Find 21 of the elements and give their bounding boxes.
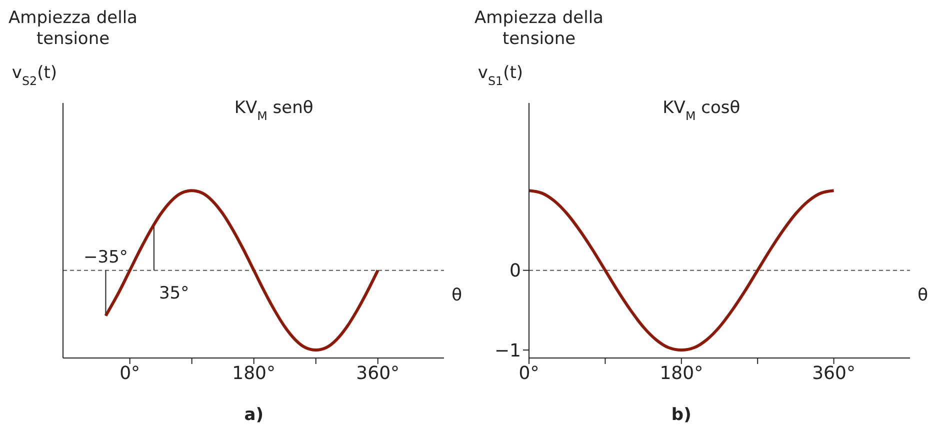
chart-title: Ampiezza della tensione — [474, 8, 604, 50]
y-tick-label: 0 — [510, 260, 521, 282]
line-series — [529, 189, 836, 352]
y-axis-title: v$_{S1}$(t) — [478, 63, 523, 88]
x-tick-label: 360° — [356, 362, 400, 384]
y-tick-label: −1 — [494, 340, 521, 362]
x-tick-label: 0° — [120, 362, 140, 384]
x-tick-label: 360° — [812, 362, 856, 384]
text: b) — [671, 405, 692, 425]
annotation: KV$_{M}$ cosθ — [662, 98, 740, 123]
annotation: −35° — [84, 247, 128, 268]
y-axis-title: v$_{S2}$(t) — [12, 63, 57, 88]
x-axis-title: θ — [918, 285, 928, 306]
x-tick-label: 180° — [232, 362, 276, 384]
text: KV$_{M}$ senθ — [234, 98, 314, 123]
chart-title: Ampiezza della tensione — [8, 8, 138, 50]
x-axis-title: θ — [452, 285, 462, 306]
x-tick-label: 0° — [518, 362, 540, 384]
x-tick-label: 180° — [660, 362, 704, 384]
annotation: 35° — [158, 283, 190, 304]
text: a) — [244, 405, 264, 425]
